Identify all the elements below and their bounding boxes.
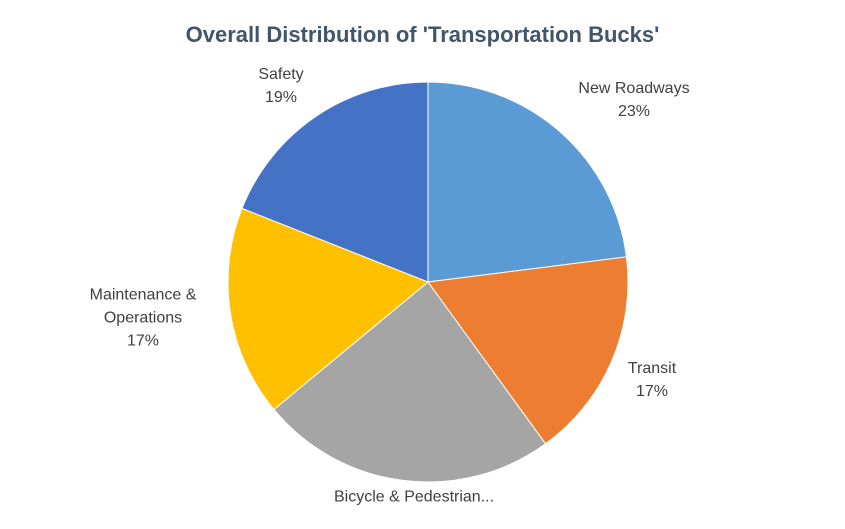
value-label: 17% xyxy=(635,383,669,400)
slice-label: New Roadways 23% xyxy=(578,77,689,123)
slice-label: Maintenance & Operations 17% xyxy=(81,284,206,353)
value-label: 19% xyxy=(264,89,298,106)
value-label: 23% xyxy=(617,103,651,120)
value-label: 17% xyxy=(126,332,160,350)
category-label: Maintenance & Operations xyxy=(89,286,197,327)
category-label: Safety xyxy=(258,66,304,83)
slice-label: Transit 17% xyxy=(628,357,676,403)
category-label: New Roadways xyxy=(578,80,690,97)
slice-label: Bicycle & Pedestrian... xyxy=(334,486,494,509)
pie-slice xyxy=(273,281,547,483)
chart-title: Overall Distribution of 'Transportation … xyxy=(185,22,660,47)
pie-slice xyxy=(227,207,429,411)
pie-slice xyxy=(241,81,429,283)
category-label: Transit xyxy=(627,360,677,377)
category-label: Bicycle & Pedestrian... xyxy=(333,488,495,506)
slice-label: Safety 19% xyxy=(258,63,303,109)
pie-slice xyxy=(427,256,629,445)
pie-slice xyxy=(427,81,627,283)
